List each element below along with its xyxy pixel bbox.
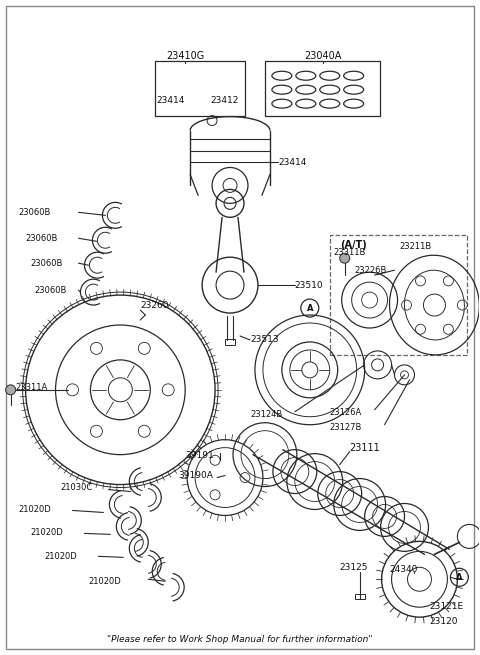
Text: 23125: 23125: [340, 563, 368, 572]
Circle shape: [6, 385, 16, 395]
Text: 21020D: 21020D: [31, 528, 63, 537]
Text: (A/T): (A/T): [340, 240, 366, 250]
Text: 23410G: 23410G: [166, 51, 204, 61]
Text: 23060B: 23060B: [31, 259, 63, 268]
Text: 23226B: 23226B: [355, 266, 387, 274]
Text: 23510: 23510: [295, 280, 324, 290]
Text: 23124B: 23124B: [250, 410, 282, 419]
Text: 23060B: 23060B: [35, 286, 67, 295]
Text: 23060B: 23060B: [19, 208, 51, 217]
Text: 21020D: 21020D: [88, 577, 121, 586]
Text: 23126A: 23126A: [330, 408, 362, 417]
Text: 23121E: 23121E: [430, 602, 464, 610]
Text: 23311B: 23311B: [334, 248, 366, 257]
Text: 23060B: 23060B: [25, 234, 58, 243]
Text: 23211B: 23211B: [399, 242, 432, 251]
Text: "Please refer to Work Shop Manual for further information": "Please refer to Work Shop Manual for fu…: [107, 635, 373, 644]
Text: 23127B: 23127B: [330, 423, 362, 432]
Text: 24340: 24340: [390, 565, 418, 574]
Circle shape: [340, 253, 350, 263]
Text: A: A: [307, 303, 313, 312]
Text: 39191: 39191: [185, 451, 214, 460]
Text: 23414: 23414: [278, 158, 306, 167]
Text: A: A: [456, 572, 463, 582]
Text: 21020D: 21020D: [45, 552, 77, 561]
Text: 23513: 23513: [250, 335, 278, 345]
Bar: [355, 594, 365, 599]
Text: 23120: 23120: [430, 616, 458, 626]
Text: 21030C: 21030C: [60, 483, 93, 492]
Text: 23412: 23412: [211, 96, 239, 105]
Text: 23414: 23414: [156, 96, 184, 105]
Text: 23040A: 23040A: [304, 51, 341, 61]
Text: 23260: 23260: [140, 301, 169, 310]
Text: 21020D: 21020D: [19, 505, 51, 514]
Bar: [330, 235, 468, 355]
Bar: [225, 339, 235, 345]
Bar: [155, 61, 245, 116]
Text: 39190A: 39190A: [178, 471, 213, 480]
Text: 23311A: 23311A: [16, 383, 48, 392]
Text: 23111: 23111: [350, 443, 381, 453]
Bar: [265, 61, 380, 116]
